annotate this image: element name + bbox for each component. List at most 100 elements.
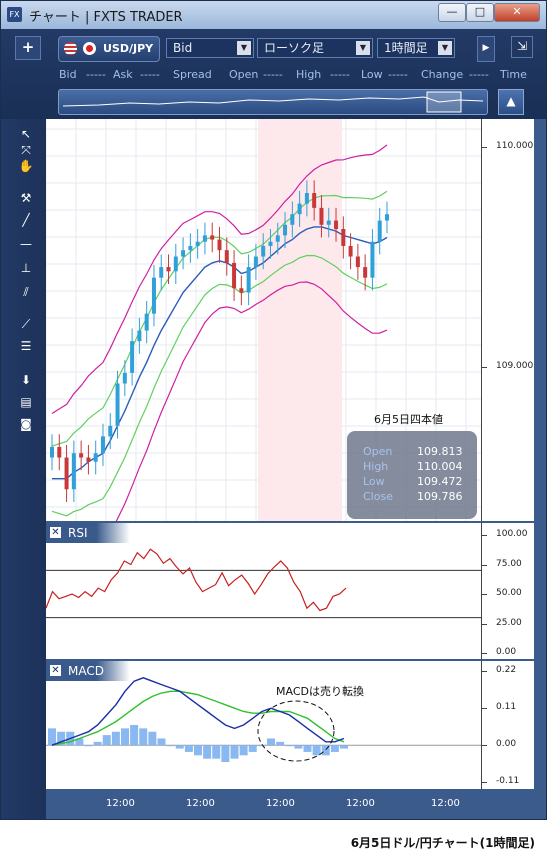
minimize-button[interactable]: — [438,3,466,22]
price-tick [482,367,487,368]
list-tool-icon[interactable]: ▤ [20,395,32,409]
candle [370,241,375,278]
rsi-pane[interactable]: ✕ RSI [45,523,481,659]
trendline-tool-icon[interactable]: ╱ [22,213,30,227]
candle [130,341,135,373]
camera-tool-icon[interactable]: ◙ [20,417,32,431]
fibonacci-tool-icon[interactable]: ☰ [20,339,32,353]
candle [224,250,229,263]
candle [166,267,171,272]
fan-tool-icon[interactable]: ⟋ [21,317,31,331]
navigator-jump-button[interactable]: ▲ [498,89,524,115]
candle [64,457,69,490]
crosshair-cursor-tool-icon[interactable]: ⤧ [21,143,31,157]
parallel-lines-tool-icon[interactable]: ⫽ [23,285,29,299]
ohlc-label-low: Low [363,475,385,488]
time-axis-label: 12:00 [186,798,215,809]
symbol-button[interactable]: USD/JPY [58,36,160,62]
candle [188,245,193,251]
ohlc-value-open: 109.813 [417,445,463,458]
horizontal-line-tool-icon[interactable]: — [20,237,32,251]
candle [312,193,317,208]
rsi-axis-label: 0.00 [496,647,517,657]
price-tick [482,147,487,148]
close-rsi-icon[interactable]: ✕ [50,527,61,538]
ohlc-value-close: 109.786 [417,490,463,503]
bollinger-lower-1 [51,254,388,517]
down-arrow-tool-icon[interactable]: ⬇ [20,373,32,387]
close-macd-icon[interactable]: ✕ [50,665,61,676]
add-chart-button[interactable]: + [15,36,41,60]
macd-pane[interactable]: ✕ MACD MACDは売り転換 [46,661,481,789]
ohlc-value-high: 110.004 [417,460,463,473]
price-axis-label: 109.000 [496,361,534,371]
vertical-line-tool-icon[interactable]: ⊥ [20,261,32,275]
candle [348,245,353,257]
navigator-sparkline [62,91,484,113]
chart-type-select[interactable]: ローソク足 ▼ [257,38,373,58]
candle [261,245,266,257]
candle [217,239,222,251]
signal-line [51,690,345,746]
candle [115,383,120,426]
macd-title: MACD [68,664,104,678]
macd-histogram-bar [194,745,202,756]
timeframe-value: 1時間足 [384,41,428,55]
price-type-value: Bid [173,41,193,55]
cursor-tool-icon[interactable]: ↖ [20,127,32,141]
close-button[interactable]: ✕ [494,3,540,22]
candle [50,446,54,458]
macd-histogram-bar [248,745,257,752]
title-bar[interactable]: FX チャート | FXTS TRADER — □ ✕ [1,1,546,29]
macd-histogram-bar [340,745,348,749]
macd-chart[interactable] [46,661,481,789]
candle [283,224,288,236]
quote-value: ----- [140,68,160,81]
quote-value: ----- [388,68,408,81]
candle [181,250,186,257]
quote-label-change: Change [421,68,464,81]
candle [326,220,331,225]
time-axis: 12:00 12:00 12:00 12:00 12:00 [46,789,533,819]
scroll-right-button[interactable]: ▶ [477,36,495,62]
macd-histogram-bar [230,745,239,759]
chart-navigator[interactable] [58,89,488,115]
jp-flag-icon [83,42,96,55]
rsi-tick [482,653,487,654]
chart-type-value: ローソク足 [264,41,325,55]
macd-histogram-bar [285,745,294,747]
quote-value: ----- [86,68,106,81]
bollinger-upper-2 [51,144,388,415]
macd-histogram-bar [312,745,321,756]
candle [377,220,382,242]
rsi-axis-label: 100.00 [496,529,528,539]
hammer-tool-icon[interactable]: ⚒ [20,191,32,205]
rsi-axis-label: 25.00 [496,617,522,628]
time-axis-label: 12:00 [346,798,375,809]
macd-tick [482,745,487,747]
macd-histogram-bar [157,738,166,746]
candle [173,256,178,272]
expand-icon[interactable]: ⇲ [511,36,533,58]
candle [290,214,295,225]
macd-histogram-bar [48,728,56,746]
maximize-button[interactable]: □ [466,3,494,22]
price-axis[interactable]: 110.000 109.000 [481,119,534,521]
timeframe-select[interactable]: 1時間足 ▼ [377,38,455,58]
time-axis-label: 12:00 [431,798,460,809]
rsi-chart[interactable] [45,523,481,659]
price-type-select[interactable]: Bid ▼ [166,38,254,58]
rsi-axis[interactable]: 100.00 75.00 50.00 25.00 0.00 [481,523,534,659]
candle [108,425,113,437]
time-axis-label: 12:00 [266,798,295,809]
candle [239,288,244,293]
macd-histogram-bar [84,745,93,747]
macd-histogram-bar [276,741,285,746]
macd-histogram-bar [212,745,221,759]
rsi-line [45,548,347,612]
drawing-tools: ↖ ⤧ ✋ ⚒ ╱ — ⊥ ⫽ ⟋ ☰ ⬇ ▤ ◙ [1,119,46,819]
macd-histogram-bar [111,731,120,746]
hand-tool-icon[interactable]: ✋ [18,159,34,173]
macd-axis[interactable]: 0.22 0.11 0.00 -0.11 [481,661,534,789]
quote-value: ----- [469,68,489,81]
